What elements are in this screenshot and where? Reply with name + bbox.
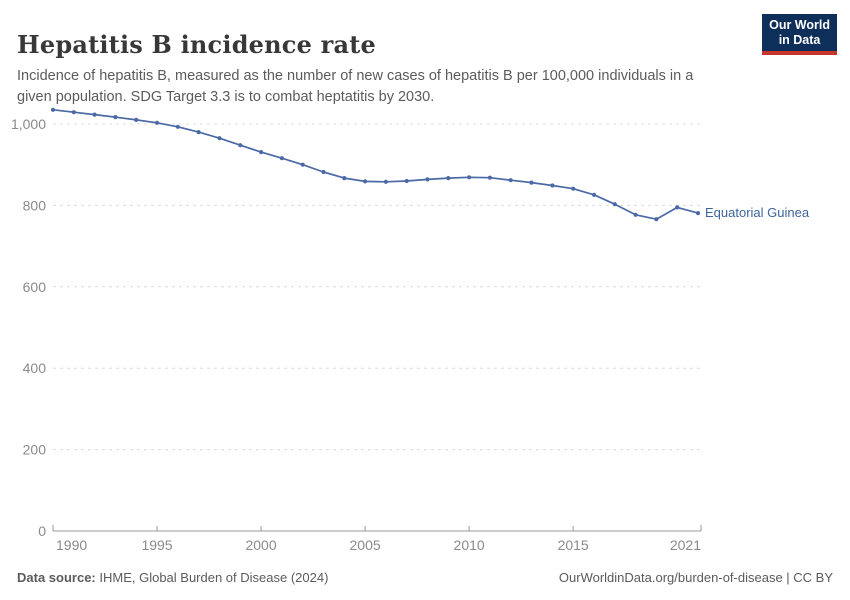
- data-point-marker: [425, 177, 430, 182]
- data-point-marker: [342, 176, 347, 181]
- data-point-marker: [217, 136, 222, 141]
- y-tick-label: 1,000: [11, 116, 46, 132]
- data-point-marker: [695, 211, 701, 216]
- data-point-marker: [612, 202, 617, 207]
- data-point-marker: [50, 107, 56, 112]
- data-point-marker: [675, 205, 680, 210]
- data-point-marker: [92, 112, 97, 117]
- owid-citation-link[interactable]: OurWorldinData.org/burden-of-disease | C…: [558, 570, 833, 585]
- trend-line: [52, 108, 699, 221]
- x-tick-label: 2000: [245, 537, 276, 553]
- data-point-marker: [134, 117, 139, 122]
- data-source-text: IHME, Global Burden of Disease (2024): [95, 570, 329, 585]
- y-tick-label: 600: [23, 279, 47, 295]
- data-point-marker: [467, 175, 472, 180]
- owid-logo: Our World in Data: [762, 14, 837, 55]
- data-point-marker: [633, 212, 638, 217]
- x-tick-label: 2015: [558, 537, 589, 553]
- owid-logo-text: Our World in Data: [762, 14, 837, 51]
- y-tick-label: 800: [23, 197, 47, 213]
- data-point-marker: [363, 179, 368, 184]
- x-tick-label: 2005: [350, 537, 381, 553]
- x-tick-label: 1995: [141, 537, 172, 553]
- y-tick-label: 200: [23, 442, 47, 458]
- data-point-marker: [591, 192, 597, 197]
- data-point-marker: [238, 143, 243, 148]
- data-point-marker: [175, 124, 180, 129]
- chart-subtitle: Incidence of hepatitis B, measured as th…: [17, 67, 694, 105]
- x-tick-label: 2021: [670, 537, 701, 553]
- data-point-marker: [529, 180, 534, 185]
- data-point-marker: [196, 130, 201, 135]
- data-point-marker: [508, 178, 513, 183]
- data-point-marker: [259, 150, 264, 155]
- x-tick-label: 1990: [56, 537, 87, 553]
- y-tick-label: 0: [38, 523, 46, 539]
- data-point-marker: [404, 178, 409, 184]
- data-point-marker: [654, 217, 659, 222]
- data-point-marker: [487, 175, 492, 180]
- data-source: Data source: IHME, Global Burden of Dise…: [17, 570, 328, 585]
- data-point-marker: [550, 183, 555, 188]
- page-title: Hepatitis B incidence rate: [17, 30, 376, 60]
- chart-footer: Data source: IHME, Global Burden of Dise…: [17, 570, 833, 585]
- data-point-marker: [446, 176, 451, 181]
- data-point-marker: [571, 186, 576, 191]
- data-point-marker: [321, 169, 326, 175]
- owid-logo-line1: Our World: [769, 18, 830, 32]
- data-source-label: Data source:: [17, 570, 96, 585]
- data-point-marker: [113, 115, 118, 120]
- data-point-marker: [279, 156, 284, 161]
- x-tick-label: 2010: [454, 537, 485, 553]
- y-tick-label: 400: [23, 360, 47, 376]
- data-point-marker: [154, 120, 160, 125]
- owid-logo-red-bar: [762, 51, 837, 55]
- data-point-marker: [300, 162, 305, 167]
- owid-logo-line2: in Data: [778, 33, 821, 47]
- series-label-equatorial-guinea[interactable]: Equatorial Guinea: [705, 205, 810, 221]
- data-point-marker: [383, 179, 388, 184]
- data-point-marker: [71, 110, 76, 115]
